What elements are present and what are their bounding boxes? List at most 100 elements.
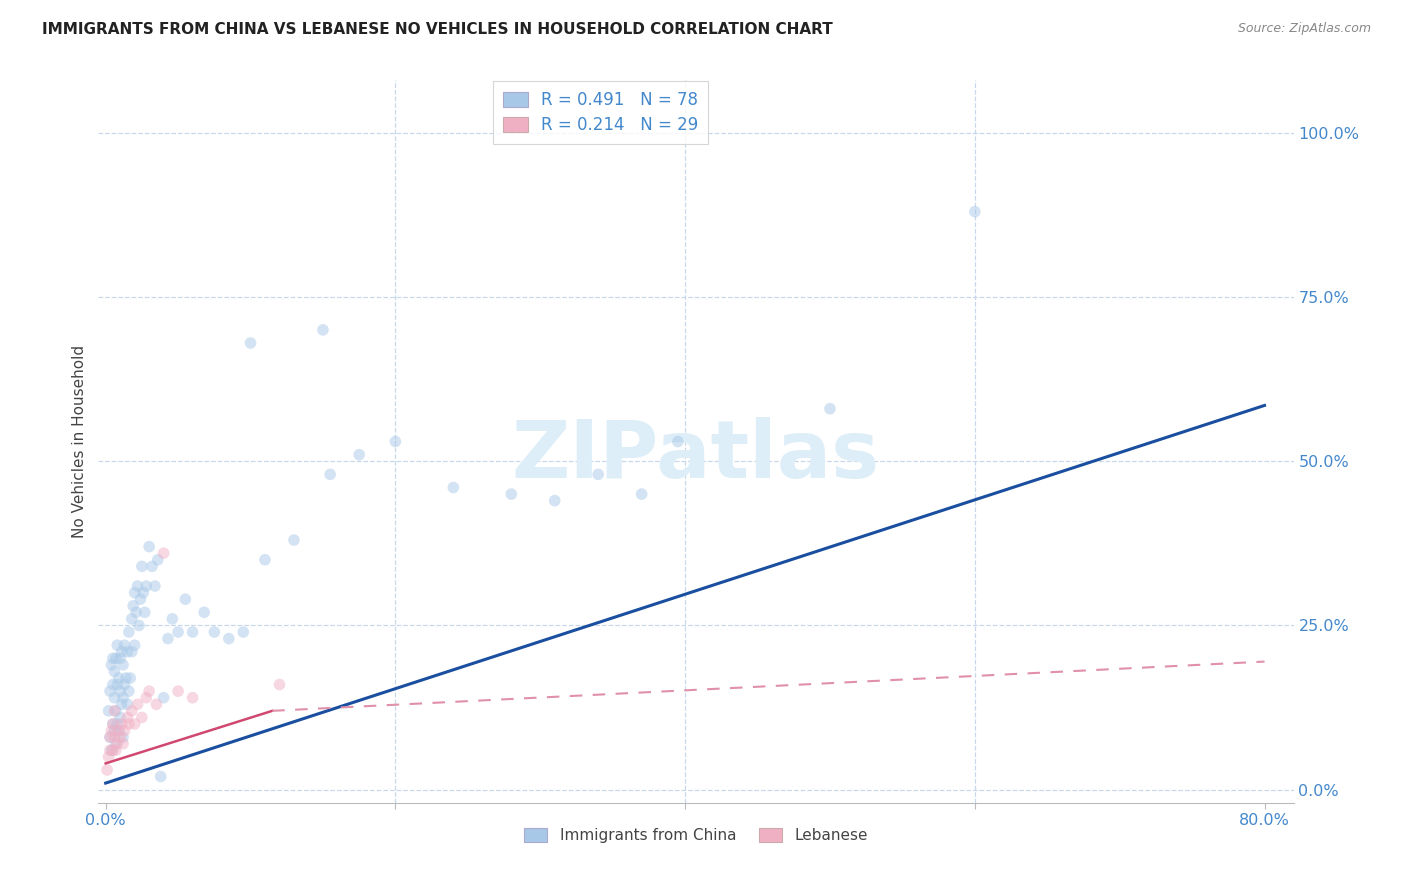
Point	[138, 540, 160, 554]
Point	[101, 651, 124, 665]
Point	[101, 717, 124, 731]
Point	[103, 730, 125, 744]
Point	[124, 585, 146, 599]
Point	[131, 559, 153, 574]
Point	[112, 737, 135, 751]
Legend: Immigrants from China, Lebanese: Immigrants from China, Lebanese	[519, 822, 873, 849]
Point	[586, 467, 609, 482]
Point	[146, 553, 169, 567]
Point	[101, 743, 124, 757]
Point	[239, 336, 262, 351]
Point	[110, 645, 132, 659]
Point	[104, 737, 127, 751]
Point	[108, 684, 131, 698]
Point	[112, 730, 135, 744]
Point	[101, 717, 124, 731]
Point	[167, 625, 190, 640]
Point	[544, 493, 567, 508]
Point	[181, 690, 204, 705]
Point	[112, 690, 135, 705]
Point	[253, 553, 276, 567]
Point	[117, 645, 139, 659]
Text: Source: ZipAtlas.com: Source: ZipAtlas.com	[1237, 22, 1371, 36]
Point	[162, 612, 184, 626]
Point	[193, 605, 215, 619]
Point	[98, 743, 121, 757]
Point	[104, 743, 127, 757]
Point	[156, 632, 179, 646]
Point	[501, 487, 523, 501]
Point	[121, 612, 143, 626]
Point	[103, 665, 125, 679]
Point	[118, 625, 141, 640]
Point	[218, 632, 240, 646]
Point	[441, 481, 464, 495]
Point	[283, 533, 305, 547]
Point	[100, 743, 122, 757]
Point	[141, 559, 163, 574]
Point	[103, 690, 125, 705]
Point	[174, 592, 197, 607]
Point	[630, 487, 652, 501]
Point	[149, 770, 172, 784]
Point	[152, 546, 174, 560]
Point	[105, 717, 128, 731]
Point	[127, 579, 149, 593]
Point	[97, 749, 120, 764]
Point	[124, 638, 146, 652]
Point	[319, 467, 342, 482]
Point	[100, 657, 122, 672]
Point	[96, 763, 118, 777]
Point	[312, 323, 335, 337]
Point	[105, 638, 128, 652]
Point	[107, 723, 129, 738]
Point	[108, 651, 131, 665]
Point	[152, 690, 174, 705]
Point	[98, 684, 121, 698]
Point	[117, 698, 139, 712]
Point	[105, 677, 128, 691]
Text: IMMIGRANTS FROM CHINA VS LEBANESE NO VEHICLES IN HOUSEHOLD CORRELATION CHART: IMMIGRANTS FROM CHINA VS LEBANESE NO VEH…	[42, 22, 832, 37]
Point	[103, 723, 125, 738]
Point	[181, 625, 204, 640]
Point	[108, 730, 131, 744]
Point	[114, 638, 136, 652]
Point	[118, 684, 141, 698]
Point	[118, 717, 141, 731]
Point	[135, 579, 157, 593]
Point	[121, 645, 143, 659]
Point	[232, 625, 254, 640]
Point	[104, 704, 127, 718]
Point	[963, 204, 986, 219]
Point	[131, 710, 153, 724]
Point	[117, 710, 139, 724]
Point	[132, 585, 155, 599]
Point	[120, 671, 142, 685]
Point	[97, 704, 120, 718]
Point	[124, 717, 146, 731]
Point	[128, 618, 150, 632]
Point	[127, 698, 149, 712]
Point	[167, 684, 190, 698]
Point	[818, 401, 841, 416]
Point	[98, 730, 121, 744]
Point	[103, 704, 125, 718]
Point	[269, 677, 291, 691]
Point	[107, 671, 129, 685]
Point	[115, 671, 138, 685]
Point	[143, 579, 166, 593]
Point	[110, 717, 132, 731]
Text: ZIPatlas: ZIPatlas	[512, 417, 880, 495]
Point	[100, 723, 122, 738]
Point	[98, 730, 121, 744]
Point	[125, 605, 148, 619]
Point	[114, 677, 136, 691]
Point	[101, 677, 124, 691]
Point	[202, 625, 225, 640]
Point	[122, 599, 145, 613]
Point	[110, 698, 132, 712]
Point	[108, 710, 131, 724]
Point	[347, 448, 370, 462]
Y-axis label: No Vehicles in Household: No Vehicles in Household	[72, 345, 87, 538]
Point	[107, 723, 129, 738]
